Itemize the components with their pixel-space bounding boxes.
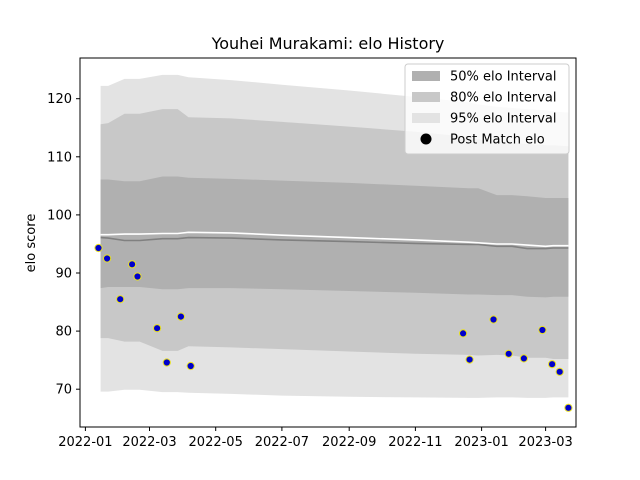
y-tick-label: 110 [47,150,72,165]
post-match-point [489,315,498,324]
y-tick-label: 120 [47,92,72,107]
x-tick-label: 2023-01 [454,435,508,450]
chart-title: Youhei Murakami: elo History [211,34,445,53]
axes: 70 80 90 100 110 120 2022-01 2022-03 2022-05 2022… [47,57,577,450]
legend-label: 50% elo Interval [450,70,557,85]
post-match-point [555,367,564,376]
post-match-point [504,349,513,358]
post-match-point [538,325,547,335]
legend-label: 95% elo Interval [450,112,557,127]
post-match-point [162,358,171,367]
x-tick-label: 2022-01 [58,435,112,450]
post-match-point [564,403,573,412]
post-match-point [133,272,142,281]
post-match-point [548,360,557,369]
x-tick-label: 2022-03 [122,435,176,450]
x-tick-label: 2022-09 [322,435,376,450]
y-axis-label: elo score [24,214,39,273]
legend-swatch [412,113,440,123]
legend-label: 80% elo Interval [450,91,557,106]
post-match-point [94,243,103,253]
post-match-point [186,361,195,371]
y-tick-label: 70 [55,383,72,398]
post-match-point [116,295,125,304]
post-match-point [103,254,112,263]
x-tick-label: 2023-03 [518,435,572,450]
y-tick-label: 80 [55,325,72,340]
mean-elo-line [100,236,569,250]
post-match-point [519,354,529,363]
legend-swatch [412,92,440,102]
legend-label: Post Match elo [450,133,545,148]
legend: 50% elo Interval 80% elo Interval 95% elo … [404,63,570,155]
legend-swatch [412,71,440,81]
post-match-point [459,329,468,338]
post-match-point [153,324,162,333]
x-tick-label: 2022-11 [388,435,442,450]
x-tick-label: 2022-05 [189,435,243,450]
y-tick-label: 90 [55,267,72,282]
post-match-point [128,260,137,269]
axes-frame [79,57,577,428]
legend-marker [420,133,432,145]
post-match-point [176,312,185,321]
y-tick-label: 100 [47,208,72,223]
x-tick-label: 2022-07 [255,435,309,450]
legend-box [404,63,570,155]
plot-area [94,74,573,412]
post-match-point [465,355,474,364]
upper-elo-line [100,231,569,248]
